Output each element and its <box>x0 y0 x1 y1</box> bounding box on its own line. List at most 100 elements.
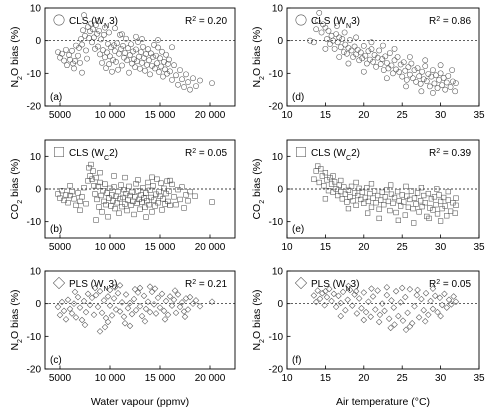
x-tick-label: 15 <box>320 373 332 384</box>
data-point <box>341 184 347 190</box>
data-point <box>87 28 93 35</box>
data-point <box>360 68 367 75</box>
data-point <box>428 196 434 202</box>
data-point <box>323 293 331 301</box>
legend-marker <box>54 147 64 157</box>
data-point <box>135 39 141 45</box>
data-point <box>100 297 108 304</box>
data-point <box>152 310 160 317</box>
data-point <box>169 44 175 51</box>
data-point <box>393 209 399 216</box>
data-point <box>69 188 75 195</box>
x-axis-title: Water vapour (ppmv) <box>91 396 189 408</box>
data-point <box>365 210 371 216</box>
data-point <box>64 62 70 69</box>
data-point <box>72 314 80 321</box>
data-point <box>373 63 379 70</box>
data-point <box>359 189 365 195</box>
data-point <box>367 56 373 63</box>
data-point <box>439 82 446 88</box>
data-point <box>445 296 453 303</box>
data-point <box>448 301 455 308</box>
data-point <box>145 46 151 53</box>
data-point <box>336 54 343 60</box>
data-point <box>99 60 105 66</box>
data-point <box>82 308 90 316</box>
data-point <box>422 200 428 206</box>
data-point <box>135 177 141 183</box>
data-point <box>98 36 104 43</box>
data-point <box>399 317 407 324</box>
data-point <box>327 41 333 47</box>
data-point <box>156 304 164 311</box>
data-point <box>367 190 373 197</box>
data-point <box>425 311 432 319</box>
r-squared-label: R2 = 0.20 <box>185 16 227 28</box>
data-point <box>307 37 313 44</box>
data-point <box>174 291 182 298</box>
data-point <box>106 302 114 309</box>
legend-marker <box>295 14 307 26</box>
data-point <box>197 77 203 84</box>
data-point <box>140 185 146 191</box>
data-point <box>118 182 124 188</box>
data-point <box>93 174 99 181</box>
data-point <box>149 209 155 215</box>
data-point <box>405 204 411 210</box>
data-point <box>105 41 111 47</box>
data-point <box>388 297 395 304</box>
data-point <box>411 220 417 226</box>
data-point <box>422 289 430 297</box>
plot-frame <box>286 270 480 370</box>
data-point <box>90 168 96 174</box>
data-point <box>158 180 164 186</box>
data-point <box>368 285 375 292</box>
data-points <box>55 12 215 93</box>
data-point <box>169 76 175 83</box>
data-point <box>56 311 64 319</box>
data-point <box>122 201 128 207</box>
r-squared-label: R2 = 0.39 <box>429 148 471 160</box>
data-point <box>209 199 215 205</box>
data-point <box>334 39 341 46</box>
data-point <box>132 64 138 71</box>
data-point <box>115 188 121 195</box>
data-point <box>128 310 136 318</box>
data-point <box>438 301 446 309</box>
data-point <box>182 295 190 302</box>
data-point <box>167 202 173 208</box>
data-point <box>437 70 444 77</box>
data-point <box>430 207 436 213</box>
data-point <box>403 183 409 190</box>
data-point <box>161 59 167 65</box>
r-squared-label: R2 = 0.05 <box>185 148 227 160</box>
y-axis-title: CO2 bias (%) <box>251 158 266 219</box>
data-point <box>146 202 152 208</box>
data-point <box>71 196 77 202</box>
data-point <box>365 198 372 205</box>
data-point <box>390 304 398 311</box>
data-point <box>391 194 398 201</box>
data-point <box>90 26 96 33</box>
y-axis-title: N2O bias (%) <box>251 289 266 350</box>
data-point <box>411 303 418 310</box>
legend-marker <box>53 14 65 26</box>
data-point <box>312 298 320 306</box>
data-point <box>362 194 368 201</box>
data-point <box>395 312 402 320</box>
data-point <box>437 218 444 224</box>
data-point <box>193 83 199 89</box>
y-tick-label: -20 <box>269 365 284 376</box>
data-point <box>176 303 184 311</box>
data-point <box>73 42 79 49</box>
data-point <box>437 312 444 320</box>
data-point <box>421 318 429 325</box>
data-point <box>430 90 436 96</box>
data-point <box>138 312 146 320</box>
data-point <box>91 284 99 292</box>
data-point <box>138 49 144 55</box>
panel-a: 5000 10 000 15 000 20 000 -20 -10 0 10 N2O bias … <box>9 4 236 121</box>
data-point <box>103 65 109 71</box>
data-point <box>450 293 457 300</box>
data-point <box>419 204 425 210</box>
